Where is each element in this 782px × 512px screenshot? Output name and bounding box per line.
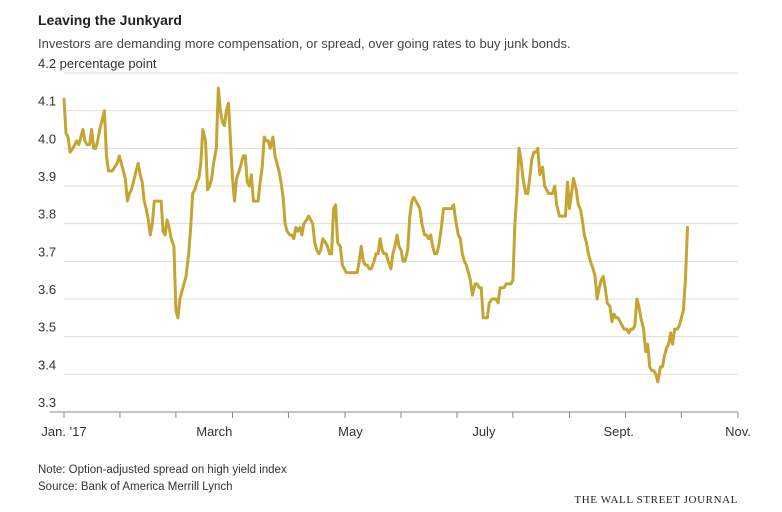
y-tick-label: 3.8 bbox=[38, 207, 56, 222]
x-tick-label: Jan. '17 bbox=[41, 424, 86, 439]
x-tick-label: Nov. bbox=[725, 424, 751, 439]
x-tick-label: May bbox=[338, 424, 363, 439]
y-tick-label: 3.4 bbox=[38, 357, 56, 372]
y-tick-label: 3.7 bbox=[38, 244, 56, 259]
y-axis-tick-labels: 3.3 3.4 3.5 3.6 3.7 3.8 3.9 4.0 4.1 4.2 percentag… bbox=[38, 56, 157, 410]
x-tick-label: Sept. bbox=[604, 424, 634, 439]
y-tick-label: 3.5 bbox=[38, 320, 56, 335]
x-tick-label: March bbox=[196, 424, 232, 439]
note-text: Note: Option-adjusted spread on high yie… bbox=[38, 464, 287, 476]
x-tick-label: July bbox=[472, 424, 496, 439]
series-lines bbox=[62, 86, 689, 384]
x-axis-ticks bbox=[63, 412, 739, 418]
series-line bbox=[62, 86, 689, 384]
line-chart: 3.3 3.4 3.5 3.6 3.7 3.8 3.9 4.0 4.1 4.2 percentag… bbox=[38, 56, 751, 439]
y-tick-label: 4.1 bbox=[38, 94, 56, 109]
y-tick-label: 4.0 bbox=[38, 131, 56, 146]
y-tick-label: 3.6 bbox=[38, 282, 56, 297]
y-tick-label: 3.3 bbox=[38, 395, 56, 410]
y-tick-label: 4.2 percentage point bbox=[38, 56, 157, 71]
chart-title: Leaving the Junkyard bbox=[38, 12, 182, 28]
publisher-logo: THE WALL STREET JOURNAL bbox=[574, 494, 738, 506]
y-tick-label: 3.9 bbox=[38, 169, 56, 184]
source-text: Source: Bank of America Merrill Lynch bbox=[38, 481, 233, 493]
x-axis-tick-labels: Jan. '17 March May July Sept. Nov. bbox=[41, 424, 750, 439]
chart-subtitle: Investors are demanding more compensatio… bbox=[38, 36, 571, 51]
footnote: Note: Option-adjusted spread on high yie… bbox=[38, 462, 287, 496]
